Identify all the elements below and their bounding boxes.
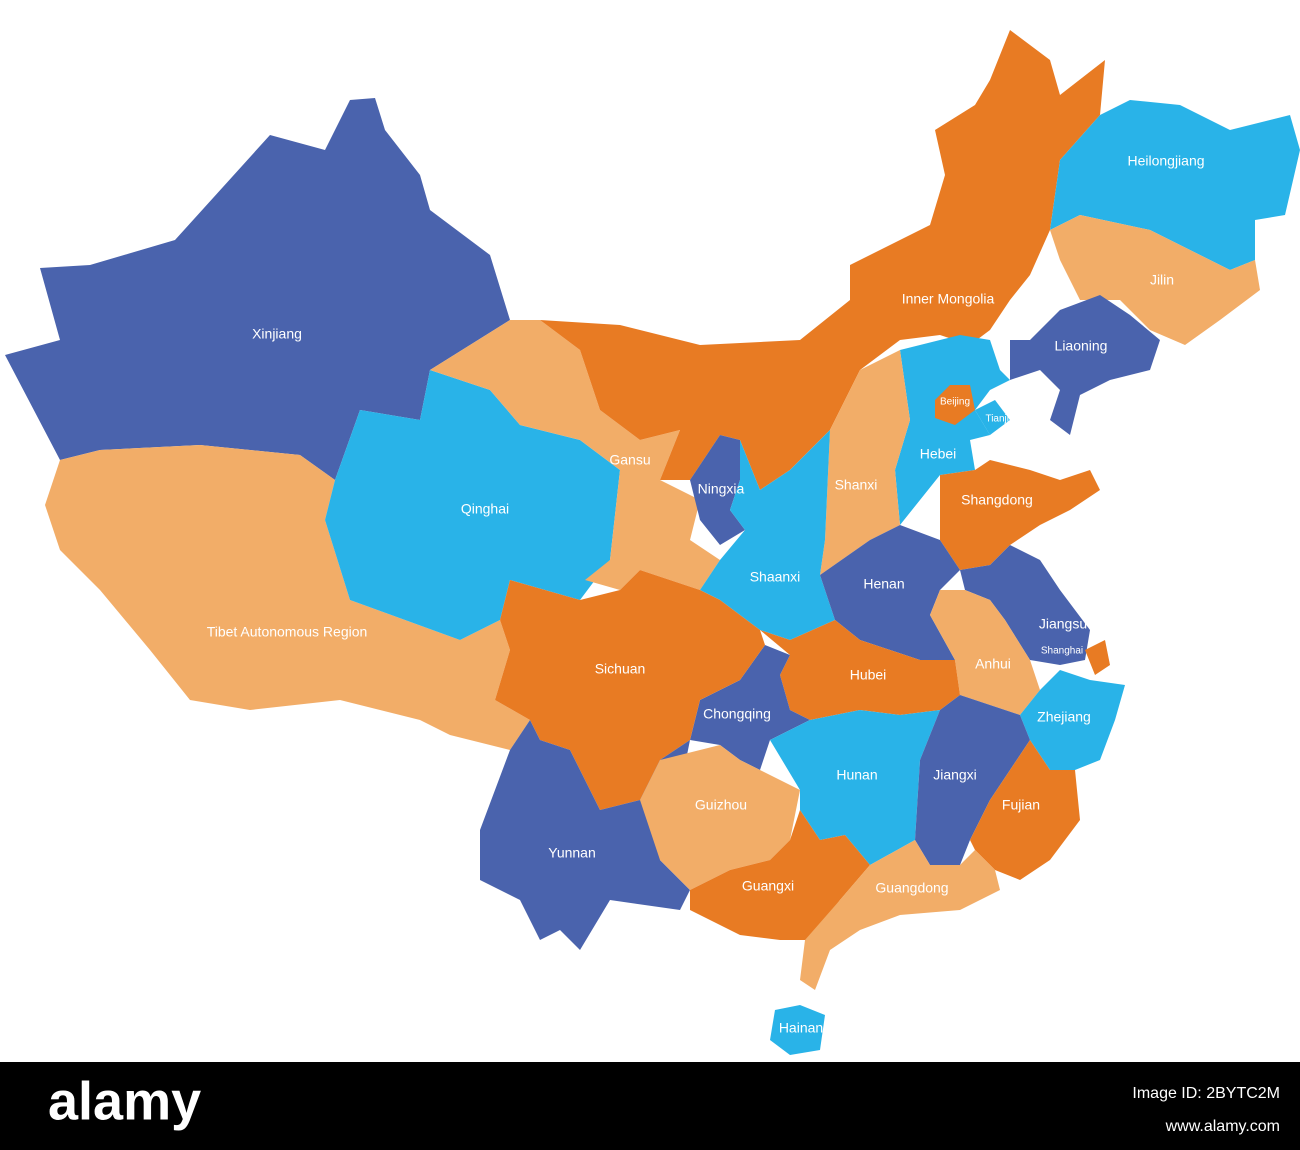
region-shape — [820, 350, 910, 575]
region-label: Shanxi — [835, 477, 878, 493]
region-shape — [480, 720, 690, 950]
region-label: Liaoning — [1055, 338, 1108, 354]
region-shape — [45, 445, 530, 750]
region-label: Beijing — [940, 397, 970, 408]
region-shape — [5, 98, 510, 480]
region-label: Fujian — [1002, 797, 1040, 813]
region-shape — [1010, 295, 1160, 435]
region-shape — [430, 320, 720, 590]
region-shape — [690, 645, 810, 770]
region-shape — [540, 30, 1105, 490]
region-shape — [975, 400, 1010, 435]
region-shape — [690, 810, 870, 940]
region-shape — [770, 710, 940, 865]
region-shape — [495, 570, 765, 810]
region-shape — [930, 590, 1040, 715]
region-shape — [935, 385, 975, 425]
region-shape — [700, 430, 835, 640]
region-label: Shangdong — [961, 492, 1033, 508]
region-label: Yunnan — [548, 845, 596, 861]
region-shape — [970, 740, 1080, 880]
region-shape — [770, 1005, 825, 1055]
footer-bar — [0, 1062, 1300, 1150]
region-shape — [1050, 215, 1260, 345]
region-label: Hainan — [779, 1020, 823, 1036]
region-label: Heilongjiang — [1127, 153, 1204, 169]
region-label: Jilin — [1150, 272, 1174, 288]
region-shape — [960, 545, 1090, 665]
region-label: Hebei — [920, 446, 957, 462]
region-label: Chongqing — [703, 706, 771, 722]
region-label: Hunan — [836, 767, 877, 783]
region-shape — [1085, 640, 1110, 675]
region-label: Tibet Autonomous Region — [207, 624, 368, 640]
region-label: Guangdong — [875, 880, 948, 896]
region-shape — [915, 695, 1030, 865]
region-label: Guizhou — [695, 797, 747, 813]
image-id: Image ID: 2BYTC2M — [1132, 1085, 1280, 1102]
region-shape — [895, 335, 1010, 525]
region-label: Zhejiang — [1037, 709, 1091, 725]
region-shape — [1020, 670, 1125, 770]
region-label: Xinjiang — [252, 326, 302, 342]
region-shape — [760, 620, 960, 720]
region-label: Shaanxi — [750, 569, 801, 585]
region-label: Gansu — [609, 452, 650, 468]
regions — [5, 30, 1300, 1055]
footer-url: www.alamy.com — [1165, 1118, 1280, 1135]
region-shape — [325, 370, 620, 640]
region-label: Ningxia — [698, 481, 745, 497]
region-label: Jiangsu — [1039, 616, 1087, 632]
region-label: Shanghai — [1041, 646, 1083, 657]
region-label: Henan — [863, 576, 904, 592]
region-shape — [1050, 100, 1300, 270]
region-label: Inner Mongolia — [902, 291, 995, 307]
region-label: Jiangxi — [933, 767, 977, 783]
region-label: Qinghai — [461, 501, 509, 517]
region-labels: Xinjiang Tibet Autonomous Region Qinghai Ga… — [207, 153, 1205, 1036]
region-label: Tianjin — [985, 414, 1014, 425]
region-label: Hubei — [850, 667, 887, 683]
footer-logo: alamy — [48, 1071, 201, 1131]
region-label: Guangxi — [742, 878, 794, 894]
region-label: Sichuan — [595, 661, 646, 677]
region-label: Anhui — [975, 656, 1011, 672]
region-shape — [690, 435, 745, 545]
region-shape — [800, 840, 1000, 990]
region-shape — [820, 525, 960, 660]
region-shape — [940, 460, 1100, 570]
region-shape — [640, 745, 800, 890]
